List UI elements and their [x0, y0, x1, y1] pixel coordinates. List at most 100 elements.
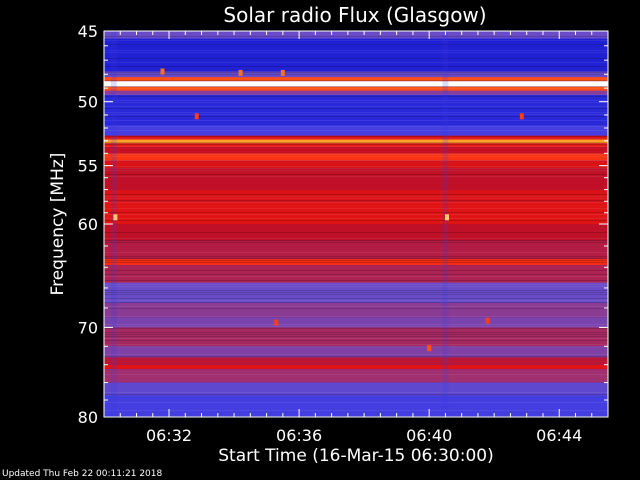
x-tick-label-0644: 06:44	[536, 426, 582, 445]
texture-line	[104, 270, 608, 271]
texture-line	[104, 240, 608, 241]
texture-line	[104, 66, 608, 67]
texture-line	[104, 286, 608, 287]
y-tick-label-45: 45	[78, 22, 98, 41]
texture-line	[104, 130, 608, 131]
texture-line	[104, 394, 608, 395]
frequency-band-6	[104, 90, 608, 95]
burst-spot-7	[427, 345, 432, 352]
texture-line	[104, 300, 608, 301]
frequency-band-17	[104, 201, 608, 224]
texture-line	[104, 154, 608, 155]
axis-ticks	[104, 30, 608, 418]
texture-line	[104, 202, 608, 203]
texture-line	[104, 96, 608, 97]
texture-line	[104, 174, 608, 175]
texture-line	[104, 200, 608, 201]
texture-line	[104, 252, 608, 253]
texture-line	[104, 86, 608, 87]
frequency-band-16	[104, 189, 608, 202]
frequency-band-10	[104, 139, 608, 144]
frequency-band-2	[104, 71, 608, 78]
texture-line	[104, 220, 608, 221]
updated-timestamp: Updated Thu Feb 22 00:11:21 2018	[2, 469, 163, 479]
frequency-band-8	[104, 125, 608, 136]
burst-spot-6	[280, 69, 285, 76]
texture-line	[104, 106, 608, 107]
texture-line	[104, 290, 608, 291]
x-tick-labels: 06:32 06:36 06:40 06:44	[146, 426, 582, 445]
y-tick-label-70: 70	[78, 318, 98, 337]
texture-line	[104, 52, 608, 53]
frequency-band-3	[104, 77, 608, 82]
texture-line	[104, 306, 608, 307]
texture-line	[104, 324, 608, 325]
frequency-band-20	[104, 258, 608, 266]
texture-line	[104, 340, 608, 341]
chart-title: Solar radio Flux (Glasgow)	[223, 3, 486, 27]
frequency-band-28	[104, 364, 608, 370]
frequency-band-7	[104, 94, 608, 126]
frequency-band-27	[104, 357, 608, 365]
time-stripe-0	[110, 31, 117, 417]
y-axis-label: Frequency [MHz]	[48, 153, 68, 296]
texture-line	[104, 284, 608, 285]
frequency-band-12	[104, 147, 608, 154]
texture-line	[104, 260, 608, 261]
texture-line	[104, 88, 608, 89]
texture-line	[104, 354, 608, 355]
texture-line	[104, 218, 608, 219]
texture-line	[104, 36, 608, 37]
texture-line	[104, 80, 608, 81]
texture-line	[104, 168, 608, 169]
texture-line	[104, 38, 608, 39]
texture-line	[104, 298, 608, 299]
texture-line	[104, 392, 608, 393]
texture-line	[104, 50, 608, 51]
frequency-band-24	[104, 317, 608, 328]
time-stripe-1	[442, 31, 449, 417]
texture-line	[104, 292, 608, 293]
texture-line	[104, 326, 608, 327]
texture-line	[104, 274, 608, 275]
texture-line	[104, 120, 608, 121]
texture-line	[104, 126, 608, 127]
texture-line	[104, 242, 608, 243]
texture-line	[104, 40, 608, 41]
texture-line	[104, 282, 608, 283]
texture-line	[104, 136, 608, 137]
texture-line	[104, 166, 608, 167]
texture-line	[104, 108, 608, 109]
frequency-band-0	[104, 31, 608, 39]
texture-line	[104, 328, 608, 329]
texture-line	[104, 138, 608, 139]
texture-line	[104, 212, 608, 213]
texture-line	[104, 208, 608, 209]
texture-line	[104, 100, 608, 101]
texture-line	[104, 194, 608, 195]
burst-spot-3	[519, 113, 524, 120]
texture-line	[104, 114, 608, 115]
texture-line	[104, 276, 608, 277]
burst-spot-0	[113, 214, 118, 221]
frequency-band-13	[104, 153, 608, 161]
texture-line	[104, 44, 608, 45]
frequency-band-9	[104, 135, 608, 140]
texture-line	[104, 112, 608, 113]
frequency-band-22	[104, 282, 608, 304]
burst-spot-9	[485, 317, 490, 324]
texture-line	[104, 256, 608, 257]
spectral-texture	[104, 36, 608, 417]
frequency-band-14	[104, 160, 608, 169]
frequency-band-31	[104, 395, 608, 417]
x-tick-label-0640: 06:40	[406, 426, 452, 445]
texture-line	[104, 232, 608, 233]
texture-line	[104, 198, 608, 199]
frequency-band-30	[104, 382, 608, 396]
texture-line	[104, 258, 608, 259]
texture-line	[104, 344, 608, 345]
texture-line	[104, 58, 608, 59]
x-axis-label: Start Time (16-Mar-15 06:30:00)	[218, 446, 493, 466]
texture-line	[104, 82, 608, 83]
